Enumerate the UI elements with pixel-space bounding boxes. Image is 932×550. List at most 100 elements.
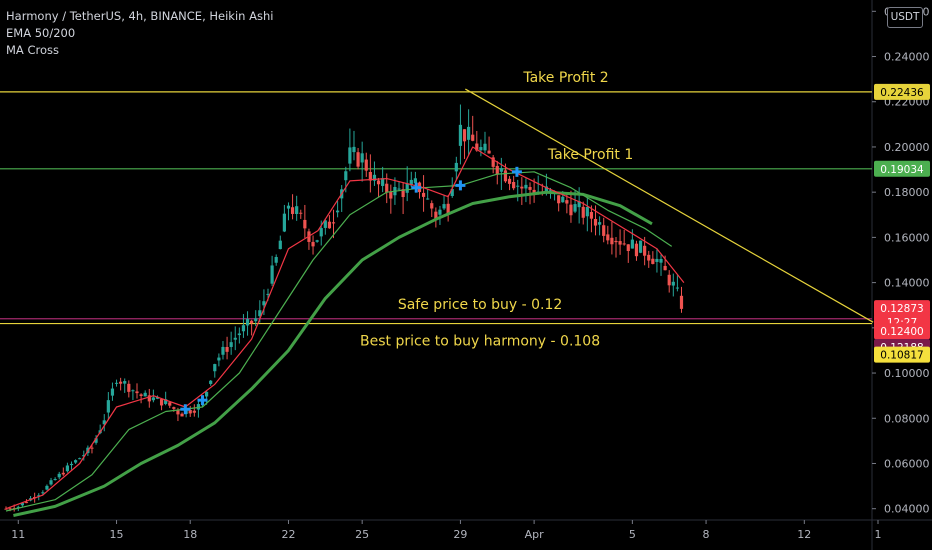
candle-body: [331, 222, 336, 224]
candle-body: [663, 265, 667, 271]
candle-body: [475, 143, 479, 151]
candle-body: [250, 320, 254, 324]
y-tick-label: 0.24000: [884, 51, 930, 64]
candle-body: [78, 458, 82, 460]
y-tick-label: 0.18000: [884, 186, 930, 199]
candle-body: [606, 234, 610, 241]
candle-body: [348, 147, 352, 164]
candle-body: [131, 390, 135, 392]
cross-markers: [180, 166, 522, 415]
candle-body: [385, 183, 389, 193]
candle-body: [454, 162, 458, 172]
candle-body: [356, 152, 360, 167]
candle-body: [405, 183, 409, 193]
candle-body: [49, 480, 53, 485]
indicator-ema[interactable]: EMA 50/200: [6, 26, 76, 40]
candle-body: [659, 258, 663, 263]
chart-legend: Harmony / TetherUS, 4h, BINANCE, Heikin …: [6, 8, 273, 59]
moving-averages: [5, 146, 685, 517]
candle-body: [176, 410, 180, 415]
price-badge: [874, 300, 930, 317]
candle-body: [487, 150, 491, 154]
candle-body: [110, 388, 115, 396]
candle-body: [258, 310, 262, 317]
candle-body: [671, 281, 675, 286]
candle-body: [467, 126, 471, 140]
candle-body: [143, 392, 147, 397]
level-badge: [874, 160, 930, 177]
candle-body: [196, 404, 201, 410]
candle-body: [69, 463, 74, 466]
candle-body: [147, 395, 151, 402]
candle-body: [159, 399, 164, 406]
price-badge-label: 0.12400: [880, 326, 923, 338]
candle-body: [315, 240, 319, 242]
candle-body: [164, 399, 168, 404]
currency-button[interactable]: USDT: [887, 7, 923, 28]
candle-body: [618, 241, 622, 245]
candle-body: [119, 381, 123, 384]
candle-body: [225, 346, 229, 352]
candle-body: [82, 455, 86, 457]
x-tick-label: 29: [453, 528, 467, 541]
candle-body: [254, 318, 258, 322]
candle-body: [442, 204, 446, 209]
candle-body: [589, 212, 594, 219]
candle-body: [471, 134, 475, 141]
candle-body: [213, 364, 217, 372]
candle-body: [372, 174, 377, 181]
candle-body: [614, 240, 618, 243]
candle-body: [364, 159, 368, 171]
candle-body: [593, 218, 598, 226]
candle-body: [295, 206, 299, 214]
indicator-ma-cross[interactable]: MA Cross: [6, 43, 59, 57]
candle-body: [585, 206, 589, 217]
candle-body: [450, 189, 454, 196]
candle-body: [303, 219, 307, 229]
candle-body: [561, 196, 565, 203]
level-annotation: Safe price to buy - 0.12: [398, 297, 562, 313]
x-tick-label: 25: [355, 528, 369, 541]
candle-body: [102, 420, 106, 425]
y-tick-label: 0.04000: [884, 503, 930, 516]
candle-body: [458, 124, 463, 146]
candle-body: [282, 213, 286, 232]
level-annotation: Best price to buy harmony - 0.108: [360, 334, 600, 350]
candle-body: [233, 337, 237, 340]
candle-body: [634, 243, 639, 257]
candle-body: [598, 222, 602, 225]
candle-body: [565, 200, 569, 204]
candle-body: [397, 188, 401, 190]
horizontal-levels: [0, 91, 872, 325]
y-tick-label: 0.08000: [884, 412, 930, 425]
candle-body: [327, 221, 332, 229]
candle-body: [520, 186, 524, 189]
candle-body: [274, 257, 278, 263]
candle-body: [20, 503, 24, 506]
symbol-title[interactable]: Harmony / TetherUS, 4h, BINANCE, Heikin …: [6, 9, 274, 23]
candle-body: [512, 181, 516, 189]
time-axis[interactable]: 11 15 18 22 25 29 Apr 5 8 12 1: [11, 520, 882, 541]
x-tick-label: Apr: [525, 528, 545, 541]
candle-body: [155, 396, 160, 399]
candle-body: [446, 203, 450, 214]
candle-body: [376, 180, 381, 185]
level-annotation: Take Profit 2: [522, 70, 608, 86]
candle-body: [368, 171, 372, 181]
candle-body: [581, 206, 585, 218]
candle-body: [188, 409, 192, 414]
candle-body: [626, 244, 630, 251]
candles: [4, 104, 684, 512]
candle-body: [483, 143, 487, 151]
candle-body: [622, 243, 626, 245]
candle-body: [544, 186, 548, 192]
candle-body: [667, 274, 671, 286]
trendline: [465, 88, 874, 323]
x-tick-label: 18: [183, 528, 197, 541]
annotations: Take Profit 2 Take Profit 1 Safe price to …: [360, 70, 633, 350]
candle-body: [237, 333, 241, 336]
candle-body: [123, 381, 127, 384]
candle-body: [638, 240, 643, 253]
level-badge-label: 0.19034: [880, 164, 924, 176]
